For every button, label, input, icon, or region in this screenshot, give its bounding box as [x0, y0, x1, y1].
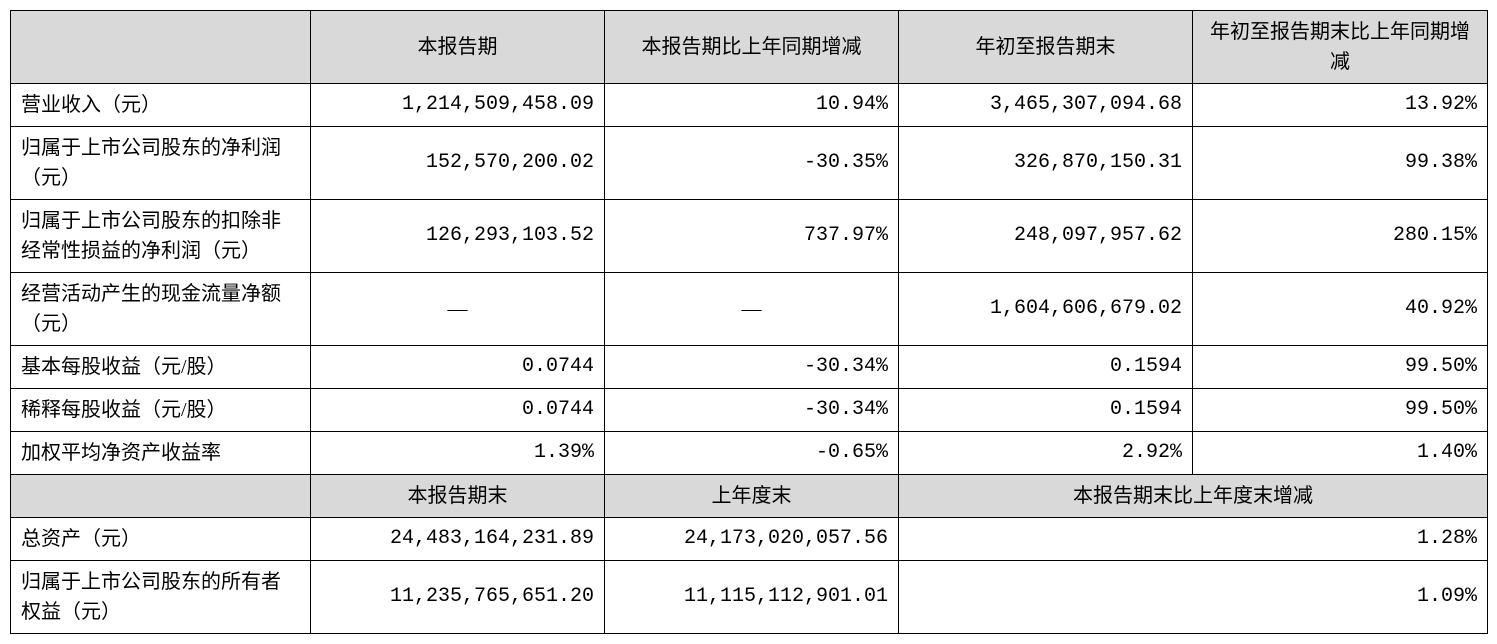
cell-c3: 737.97% [605, 200, 899, 273]
cell-b-c2: 11,235,765,651.20 [311, 561, 605, 634]
header-col4: 年初至报告期末 [899, 11, 1193, 84]
header-blank [11, 11, 311, 84]
cell-b-c45: 1.28% [899, 518, 1488, 561]
cell-c2: 0.0744 [311, 389, 605, 432]
cell-c4: 0.1594 [899, 389, 1193, 432]
cell-c5: 280.15% [1193, 200, 1488, 273]
cell-c3: -30.34% [605, 346, 899, 389]
cell-c4: 1,604,606,679.02 [899, 273, 1193, 346]
table-row: 归属于上市公司股东的扣除非经常性损益的净利润（元）126,293,103.527… [11, 200, 1488, 273]
table-row: 稀释每股收益（元/股）0.0744-30.34%0.159499.50% [11, 389, 1488, 432]
row-label: 归属于上市公司股东的所有者权益（元） [11, 561, 311, 634]
cell-c2: 0.0744 [311, 346, 605, 389]
row-label: 稀释每股收益（元/股） [11, 389, 311, 432]
row-label: 经营活动产生的现金流量净额（元） [11, 273, 311, 346]
table-row: 总资产（元）24,483,164,231.8924,173,020,057.56… [11, 518, 1488, 561]
table-row: 归属于上市公司股东的所有者权益（元）11,235,765,651.2011,11… [11, 561, 1488, 634]
cell-c2: 1,214,509,458.09 [311, 84, 605, 127]
cell-b-c2: 24,483,164,231.89 [311, 518, 605, 561]
table-row: 经营活动产生的现金流量净额（元）——1,604,606,679.0240.92% [11, 273, 1488, 346]
cell-c3: — [605, 273, 899, 346]
cell-c2: — [311, 273, 605, 346]
header-row-top: 本报告期本报告期比上年同期增减年初至报告期末年初至报告期末比上年同期增减 [11, 11, 1488, 84]
cell-b-c3: 11,115,112,901.01 [605, 561, 899, 634]
table-row: 营业收入（元）1,214,509,458.0910.94%3,465,307,0… [11, 84, 1488, 127]
row-label: 归属于上市公司股东的净利润（元） [11, 127, 311, 200]
table-row: 加权平均净资产收益率1.39%-0.65%2.92%1.40% [11, 432, 1488, 475]
cell-c3: -30.34% [605, 389, 899, 432]
cell-c4: 248,097,957.62 [899, 200, 1193, 273]
cell-c2: 126,293,103.52 [311, 200, 605, 273]
header-col3: 本报告期比上年同期增减 [605, 11, 899, 84]
cell-c4: 326,870,150.31 [899, 127, 1193, 200]
header-b-col2: 本报告期末 [311, 475, 605, 518]
cell-c3: -0.65% [605, 432, 899, 475]
table-row: 归属于上市公司股东的净利润（元）152,570,200.02-30.35%326… [11, 127, 1488, 200]
header-row-bottom: 本报告期末上年度末本报告期末比上年度末增减 [11, 475, 1488, 518]
cell-b-c45: 1.09% [899, 561, 1488, 634]
cell-c4: 0.1594 [899, 346, 1193, 389]
table-row: 基本每股收益（元/股）0.0744-30.34%0.159499.50% [11, 346, 1488, 389]
header-b-col45: 本报告期末比上年度末增减 [899, 475, 1488, 518]
row-label: 基本每股收益（元/股） [11, 346, 311, 389]
header-blank-2 [11, 475, 311, 518]
cell-c4: 2.92% [899, 432, 1193, 475]
cell-c2: 1.39% [311, 432, 605, 475]
cell-c5: 99.50% [1193, 389, 1488, 432]
financial-table: 本报告期本报告期比上年同期增减年初至报告期末年初至报告期末比上年同期增减营业收入… [10, 10, 1488, 634]
row-label: 营业收入（元） [11, 84, 311, 127]
cell-c3: 10.94% [605, 84, 899, 127]
cell-c5: 13.92% [1193, 84, 1488, 127]
cell-c4: 3,465,307,094.68 [899, 84, 1193, 127]
cell-b-c3: 24,173,020,057.56 [605, 518, 899, 561]
header-b-col3: 上年度末 [605, 475, 899, 518]
header-col2: 本报告期 [311, 11, 605, 84]
row-label: 总资产（元） [11, 518, 311, 561]
header-col5: 年初至报告期末比上年同期增减 [1193, 11, 1488, 84]
cell-c5: 1.40% [1193, 432, 1488, 475]
cell-c5: 40.92% [1193, 273, 1488, 346]
cell-c5: 99.38% [1193, 127, 1488, 200]
cell-c2: 152,570,200.02 [311, 127, 605, 200]
row-label: 归属于上市公司股东的扣除非经常性损益的净利润（元） [11, 200, 311, 273]
cell-c5: 99.50% [1193, 346, 1488, 389]
row-label: 加权平均净资产收益率 [11, 432, 311, 475]
cell-c3: -30.35% [605, 127, 899, 200]
